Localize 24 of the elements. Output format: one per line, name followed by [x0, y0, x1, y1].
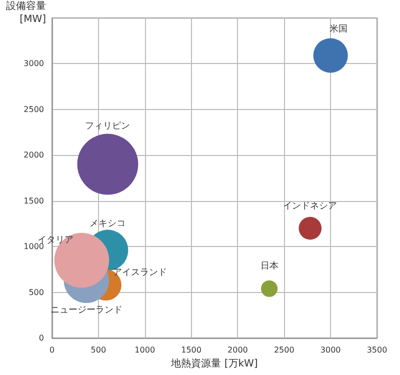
x-tick-label: 500: [90, 346, 106, 354]
y-tick-label: 500: [28, 288, 44, 297]
series-label: アイスランド: [112, 268, 167, 278]
x-tick-label: 1000: [134, 346, 156, 354]
series-label: 米国: [330, 23, 348, 34]
y-tick-label: 0: [38, 334, 44, 342]
x-tick-label: 1500: [181, 346, 202, 354]
y-axis-title: 設備容量 [MW]: [6, 0, 46, 25]
y-tick-label: 1000: [24, 242, 44, 252]
x-tick-label: 0: [49, 346, 55, 354]
x-tick-label: 2000: [228, 346, 248, 354]
x-axis-title: 地熱資源量 [万kW]: [170, 357, 258, 370]
x-tick-label: 3500: [366, 346, 388, 354]
series-label: インドネシア: [283, 201, 338, 212]
x-tick-label: 3000: [320, 346, 341, 354]
series-label: メキシコ: [90, 219, 126, 230]
series-label: 日本: [260, 260, 278, 272]
x-tick-label: 2500: [274, 346, 294, 354]
series-label: ニュージーランド: [50, 305, 122, 316]
y-tick-label: 2000: [24, 150, 44, 160]
y-tick-label: 2500: [24, 104, 44, 114]
y-tick-label: 3000: [24, 59, 44, 68]
series-label: フィリピン: [85, 120, 130, 132]
y-tick-label: 1500: [24, 196, 44, 206]
